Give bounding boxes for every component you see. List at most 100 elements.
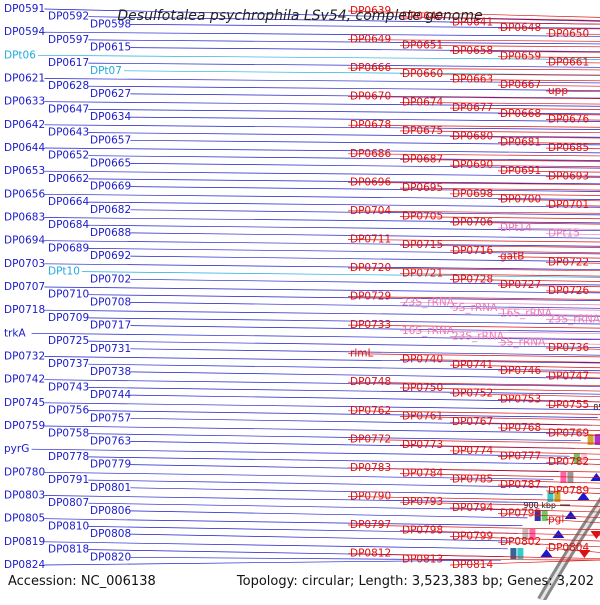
gene-label: DP0748	[350, 376, 391, 388]
feature-block-left	[560, 472, 567, 483]
leader-line	[130, 186, 600, 192]
gene-label: DP0628	[48, 80, 89, 92]
leader-line	[449, 107, 600, 110]
gene-label: DP0779	[90, 459, 131, 471]
leader-line	[497, 142, 600, 144]
leader-line	[88, 224, 600, 231]
gene-label: 23S_rRNA	[452, 331, 505, 343]
gene-label: DP0761	[402, 411, 443, 423]
gene-label: DP0814	[452, 559, 493, 571]
gene-label: DP0621	[4, 73, 45, 85]
gene-label: DP0653	[4, 165, 45, 177]
feature-block-left	[510, 548, 517, 559]
leader-line	[88, 178, 600, 185]
leader-line	[347, 239, 600, 243]
leader-line	[497, 170, 600, 173]
leader-line	[347, 10, 600, 18]
gene-label: DP0777	[500, 451, 541, 463]
leader-line	[497, 399, 600, 403]
gene-label: 23S_rRNA	[402, 296, 455, 308]
gene-label: DP0728	[452, 273, 493, 285]
leader-line	[545, 404, 600, 408]
leader-line	[44, 559, 501, 566]
gene-label: DP0727	[500, 279, 541, 291]
leader-line	[399, 530, 600, 536]
gene-label: DP0793	[402, 496, 443, 508]
leader-line	[399, 273, 600, 277]
gene-label: DP0684	[48, 219, 89, 231]
leader-line	[44, 518, 523, 527]
gene-label: DP0633	[4, 96, 45, 108]
leader-line	[44, 31, 600, 37]
leader-line	[347, 210, 600, 214]
gene-label: DP0804	[548, 542, 589, 554]
leader-line	[44, 240, 600, 247]
gene-label: DP0784	[402, 468, 443, 480]
gene-label: pgi	[548, 513, 564, 525]
leader-line	[497, 541, 600, 548]
leader-line	[545, 547, 600, 553]
gene-label: DP0798	[402, 525, 443, 537]
leader-line	[545, 261, 600, 264]
leader-line	[130, 93, 600, 99]
leader-line	[497, 113, 600, 116]
gene-label: DP0707	[4, 281, 45, 293]
leader-line	[497, 199, 600, 202]
leader-line	[44, 402, 600, 411]
gene-label: DP0820	[90, 551, 131, 563]
leader-line	[88, 155, 600, 161]
gene-label: DP0681	[500, 136, 541, 148]
gene-label: DP0706	[452, 216, 493, 228]
leader-line	[88, 317, 600, 325]
leader-line	[44, 101, 600, 107]
leader-line	[88, 526, 518, 534]
gene-label: DP0755	[548, 399, 589, 411]
gene-label: DP0685	[548, 142, 589, 154]
scale-tick-label: 850 kbp	[593, 403, 600, 412]
strand-arrow-minus	[590, 473, 600, 481]
gene-label: DP0674	[402, 96, 443, 108]
leader-line	[44, 356, 600, 364]
leader-line	[130, 348, 600, 356]
leader-line	[497, 227, 600, 230]
leader-line	[44, 379, 600, 387]
gene-label: DP0702	[90, 273, 131, 285]
leader-line	[449, 50, 600, 53]
gene-label: DP0819	[4, 536, 45, 548]
leader-line	[31, 332, 600, 340]
gene-label: DP0799	[452, 530, 493, 542]
leader-line	[545, 376, 600, 379]
gene-label: DP0634	[90, 111, 131, 123]
leader-line	[347, 67, 600, 71]
gene-label: DP0662	[48, 173, 89, 185]
leader-line	[44, 286, 600, 294]
gene-label: DP0669	[90, 181, 131, 193]
gene-label: DP0615	[90, 42, 131, 54]
gene-label: DP0640	[402, 11, 443, 23]
leader-line	[88, 433, 581, 442]
gene-label: DP0691	[500, 165, 541, 177]
gene-label: DPt14	[500, 222, 532, 234]
leader-line	[88, 109, 600, 115]
gene-label: DP0680	[452, 131, 493, 143]
leader-line	[347, 439, 600, 444]
leader-line	[88, 456, 565, 465]
leader-line	[130, 232, 600, 239]
leader-line	[130, 163, 600, 169]
accession-label: Accession: NC_006138	[8, 574, 156, 589]
gene-label: DP0774	[452, 445, 493, 457]
genome-summary-label: Topology: circular; Length: 3,523,383 bp…	[236, 574, 594, 589]
gene-label: DP0772	[350, 433, 391, 445]
leader-line	[88, 39, 600, 45]
leader-line	[449, 221, 600, 225]
leader-line	[31, 448, 570, 457]
gene-label: DP0746	[500, 365, 541, 377]
leader-line	[88, 85, 600, 91]
gene-label: DP0639	[350, 5, 391, 17]
leader-line	[130, 325, 600, 333]
feature-block-left	[567, 472, 574, 483]
gene-label: DP0803	[4, 490, 45, 502]
leader-line	[130, 394, 600, 403]
leader-line	[449, 250, 600, 254]
